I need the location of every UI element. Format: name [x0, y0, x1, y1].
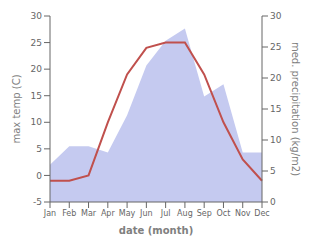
svg-text:20: 20 [31, 64, 43, 74]
svg-text:10: 10 [31, 117, 43, 127]
svg-text:med. precipitation (kg/m2): med. precipitation (kg/m2) [290, 42, 301, 176]
svg-text:5: 5 [270, 166, 276, 176]
svg-text:10: 10 [270, 135, 282, 145]
svg-text:Jun: Jun [139, 209, 153, 218]
svg-text:Dec: Dec [254, 209, 269, 218]
svg-text:Feb: Feb [62, 209, 76, 218]
svg-text:Sep: Sep [197, 209, 212, 218]
svg-text:Mar: Mar [81, 209, 97, 218]
svg-text:date (month): date (month) [119, 225, 193, 236]
svg-text:30: 30 [31, 11, 43, 21]
svg-text:max temp (C): max temp (C) [11, 74, 22, 143]
svg-text:Jan: Jan [43, 209, 56, 218]
svg-text:Aug: Aug [177, 209, 193, 218]
svg-text:25: 25 [31, 38, 42, 48]
svg-text:0: 0 [36, 171, 42, 181]
svg-text:20: 20 [270, 73, 282, 83]
svg-text:30: 30 [270, 11, 282, 21]
svg-text:Nov: Nov [235, 209, 251, 218]
svg-text:0: 0 [270, 197, 276, 207]
svg-text:Apr: Apr [101, 209, 116, 218]
svg-text:15: 15 [270, 104, 281, 114]
svg-text:15: 15 [31, 91, 42, 101]
svg-text:-5: -5 [33, 197, 42, 207]
svg-text:May: May [119, 209, 136, 218]
svg-text:Jul: Jul [160, 209, 171, 218]
svg-text:5: 5 [36, 144, 42, 154]
svg-text:25: 25 [270, 42, 281, 52]
svg-text:Oct: Oct [217, 209, 231, 218]
